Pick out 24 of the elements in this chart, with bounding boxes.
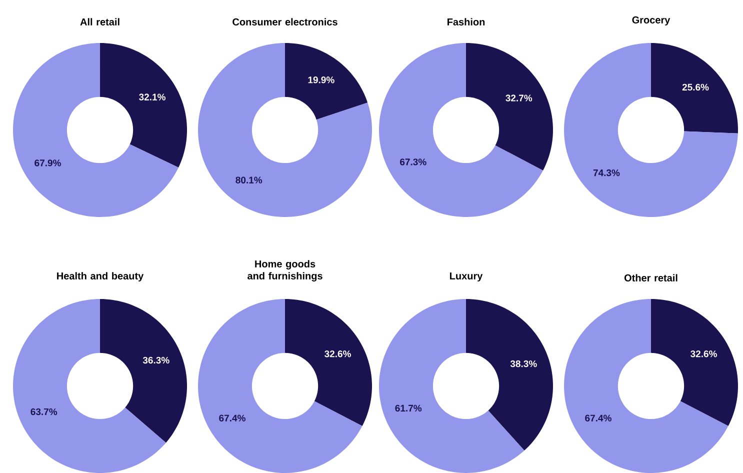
data-label: 19.9%: [308, 76, 334, 84]
chart-title: Fashion: [448, 18, 485, 26]
data-label: 80.1%: [236, 176, 262, 184]
chart-title: Grocery: [632, 16, 670, 26]
data-label: 67.4%: [585, 414, 612, 422]
data-label: 67.3%: [400, 158, 426, 166]
data-label: 36.3%: [142, 356, 170, 364]
chart-title: Health and beauty: [57, 272, 144, 282]
data-label: 74.3%: [593, 169, 620, 176]
data-label: 61.7%: [395, 404, 422, 412]
chart-title: All retail: [80, 18, 120, 26]
data-label: 63.7%: [30, 408, 58, 416]
data-label: 32.6%: [690, 350, 717, 358]
data-label: 32.1%: [139, 94, 166, 100]
data-label: 32.6%: [324, 350, 351, 358]
data-label: 67.9%: [34, 160, 61, 166]
chart-title: Luxury: [450, 272, 483, 282]
data-label: 32.7%: [506, 94, 532, 102]
data-label: 25.6%: [682, 84, 709, 91]
chart-title: Home goods and furnishings: [248, 260, 322, 282]
data-label: 67.4%: [219, 414, 246, 422]
chart-title: Other retail: [624, 274, 678, 282]
chart-title: Consumer electronics: [232, 18, 338, 26]
data-label: 38.3%: [510, 360, 537, 368]
